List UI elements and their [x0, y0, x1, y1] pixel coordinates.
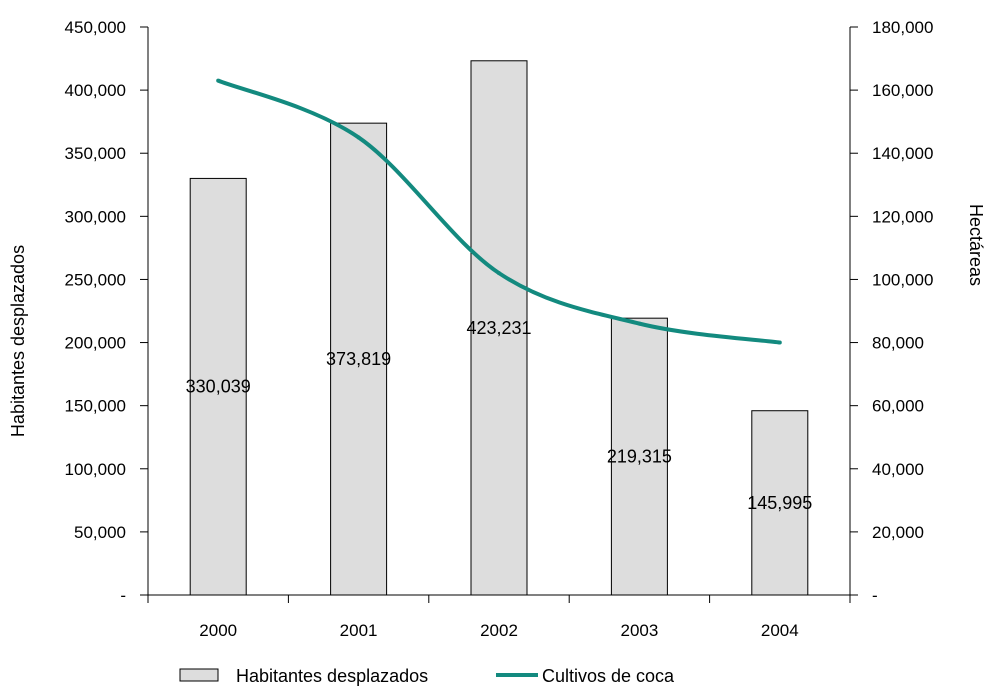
y-tick-label: 400,000	[65, 81, 126, 100]
axes-layer: - 50,000 100,000 150,000 200,000 250,000 300,0…	[65, 18, 934, 640]
bar-2000	[189, 177, 247, 596]
y-tick-label: -	[120, 586, 126, 605]
y2-tick-label: 20,000	[872, 523, 924, 542]
x-tick-label-2003: 2003	[620, 621, 658, 640]
y-tick-label: 200,000	[65, 334, 126, 353]
y-tick-label: 150,000	[65, 397, 126, 416]
legend-label-line: Cultivos de coca	[542, 666, 675, 686]
bar-2002	[470, 60, 528, 596]
data-label-2003: 219,315	[607, 447, 672, 467]
y-tick-label: 50,000	[74, 523, 126, 542]
data-label-2001: 373,819	[326, 349, 391, 369]
y-tick-label: 250,000	[65, 270, 126, 289]
legend: Habitantes desplazados Cultivos de coca	[179, 666, 675, 686]
data-label-2004: 145,995	[747, 493, 812, 513]
y-tick-label: 350,000	[65, 144, 126, 163]
y-tick-label: 450,000	[65, 18, 126, 37]
x-tick-label-2004: 2004	[761, 621, 799, 640]
y2-tick-label: 160,000	[872, 81, 933, 100]
legend-label-bar: Habitantes desplazados	[236, 666, 428, 686]
x-tick-label-2001: 2001	[340, 621, 378, 640]
bar-2001	[330, 122, 388, 596]
bars-layer	[189, 60, 809, 596]
line-point-2004	[777, 340, 782, 345]
y2-tick-label: 40,000	[872, 460, 924, 479]
y2-axis-title: Hectáreas	[966, 204, 986, 286]
bar-2004	[751, 410, 809, 596]
line-series-cultivos-de-coca	[217, 78, 781, 345]
line-layer	[216, 78, 782, 345]
y2-tick-label: 80,000	[872, 334, 924, 353]
x-tick-label-2002: 2002	[480, 621, 518, 640]
line-point-2002	[497, 271, 501, 276]
y-tick-label: 100,000	[65, 460, 126, 479]
x-tick-label-2000: 2000	[199, 621, 237, 640]
y2-tick-label: 100,000	[872, 270, 933, 289]
y2-tick-label: 60,000	[872, 397, 924, 416]
y-tick-label: 300,000	[65, 207, 126, 226]
line-point-2000	[216, 78, 221, 83]
legend-swatch-bar	[179, 668, 219, 682]
y2-tick-label: 180,000	[872, 18, 933, 37]
y2-tick-label: 120,000	[872, 207, 933, 226]
data-label-2002: 423,231	[466, 318, 531, 338]
data-label-2000: 330,039	[186, 377, 251, 397]
line-point-2003	[637, 321, 642, 326]
bar-2003	[610, 317, 668, 596]
labels-layer: 330,039 373,819 423,231 219,315 145,995	[186, 318, 813, 513]
y2-tick-label: 140,000	[872, 144, 933, 163]
y2-tick-label: -	[872, 586, 878, 605]
line-point-2001	[356, 135, 361, 140]
y-axis-title: Habitantes desplazados	[8, 245, 28, 437]
